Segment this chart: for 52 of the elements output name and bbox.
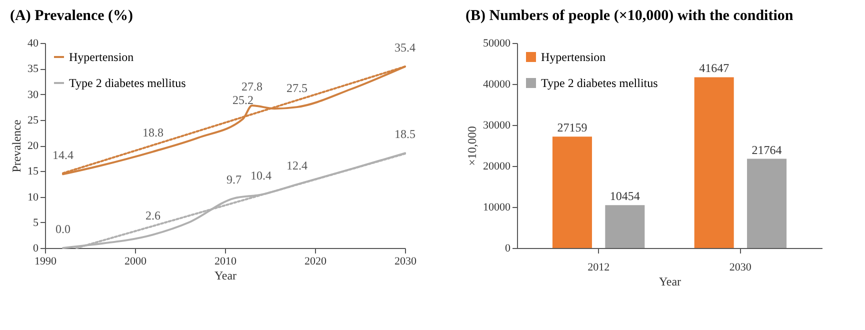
y-tick-label: 5 — [33, 216, 39, 229]
x-tick-label: 2030 — [729, 262, 752, 274]
y-tick-label: 25 — [28, 114, 39, 126]
y-tick-label: 40000 — [483, 78, 511, 90]
y-tick-label: 35 — [28, 63, 39, 76]
data-label: 12.4 — [286, 158, 308, 172]
y-tick-label: 50000 — [483, 38, 511, 50]
y-axis-title: Prevalence — [10, 120, 24, 172]
data-label: 18.5 — [394, 127, 416, 142]
y-tick-label: 10000 — [483, 202, 511, 214]
bar — [747, 158, 787, 248]
x-axis-title: Year — [214, 268, 237, 282]
y-tick-label: 10 — [28, 191, 39, 204]
x-axis-title: Year — [658, 274, 682, 288]
chart-title: (B) Numbers of people (×10,000) with the condition — [466, 8, 794, 24]
y-axis-title: ×10,000 — [465, 126, 479, 166]
x-tick-label: 2000 — [124, 256, 147, 268]
y-tick-label: 20000 — [483, 160, 511, 172]
data-label: 27159 — [557, 120, 588, 135]
y-tick-label: 0 — [505, 242, 511, 254]
x-tick-label: 1990 — [34, 256, 57, 268]
x-tick-label: 2020 — [304, 256, 327, 268]
data-label: 27.8 — [242, 80, 262, 94]
legend-label: Hypertension — [541, 50, 606, 64]
legend-label: Type 2 diabetes mellitus — [69, 76, 186, 90]
x-tick-label: 2010 — [214, 256, 237, 268]
y-tick-label: 20 — [28, 140, 39, 152]
bar — [605, 205, 645, 248]
data-label: 9.7 — [226, 172, 242, 186]
x-tick-label: 2030 — [394, 256, 417, 268]
y-tick-label: 30 — [28, 88, 39, 101]
data-label: 35.4 — [394, 40, 416, 55]
data-label: 0.0 — [56, 222, 70, 236]
chart-title: (A) Prevalence (%) — [10, 8, 134, 24]
y-tick-label: 0 — [33, 242, 39, 254]
y-tick-label: 40 — [28, 38, 39, 50]
data-label: 10454 — [610, 189, 640, 204]
legend-label: Hypertension — [69, 50, 134, 64]
data-label: 14.4 — [52, 148, 74, 162]
data-label: 18.8 — [142, 126, 164, 140]
bar — [552, 136, 592, 248]
y-tick-label: 15 — [28, 166, 39, 178]
x-tick-label: 2012 — [588, 262, 610, 274]
data-label: 25.2 — [232, 92, 254, 107]
data-label: 10.4 — [250, 168, 272, 183]
data-label: 21764 — [752, 142, 782, 157]
bar — [694, 77, 734, 248]
data-label: 2.6 — [146, 208, 160, 223]
legend-label: Type 2 diabetes mellitus — [541, 76, 658, 90]
data-label: 27.5 — [286, 81, 308, 96]
y-tick-label: 30000 — [483, 120, 511, 132]
data-label: 41647 — [699, 61, 730, 76]
